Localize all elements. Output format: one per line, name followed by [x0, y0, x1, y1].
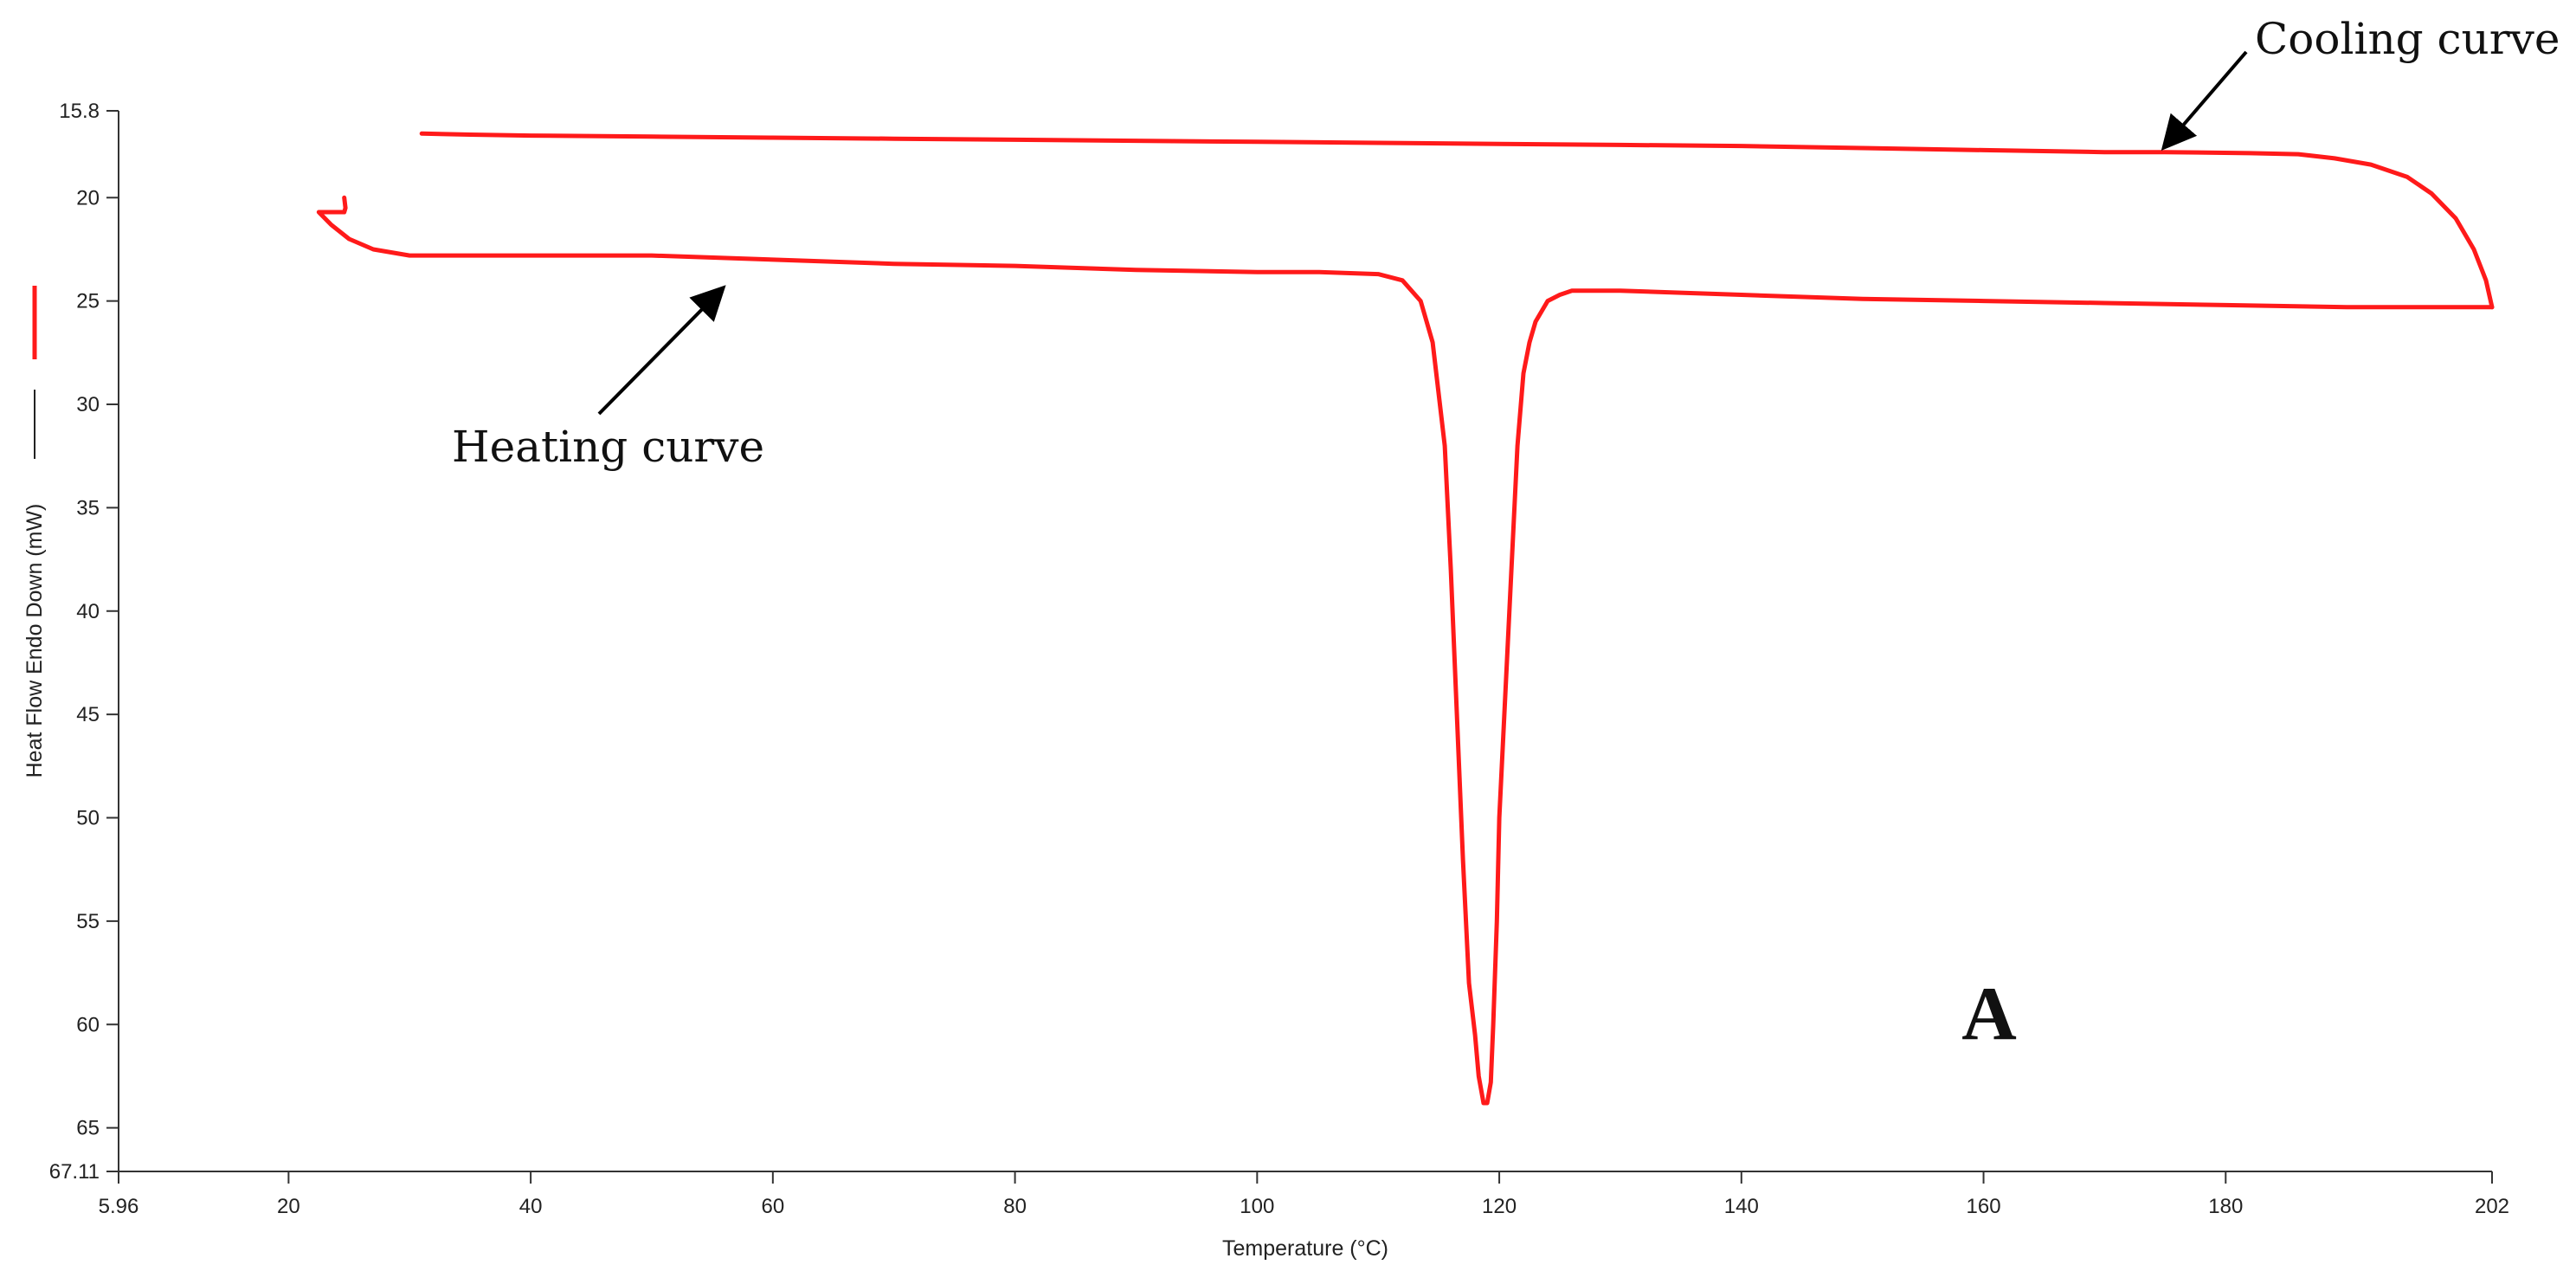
x-tick-label: 202: [2475, 1195, 2509, 1218]
y-tick-label: 35: [76, 496, 100, 519]
y-tick-label: 50: [76, 807, 100, 830]
x-tick-label: 20: [277, 1195, 300, 1218]
y-tick-group: 15.8 20 25 30 35 40 45 50 55 60 65 67.11: [49, 100, 119, 1184]
y-axis-title: Heat Flow Endo Down (mW): [23, 504, 47, 778]
x-tick-label: 5.96: [99, 1195, 139, 1218]
x-tick-label: 60: [762, 1195, 785, 1218]
annotation-cooling-curve: Cooling curve: [2255, 14, 2560, 64]
series-group: [316, 131, 2495, 1106]
y-tick-label: 65: [76, 1117, 100, 1140]
panel-label: A: [1961, 972, 2017, 1056]
y-tick-label: 40: [76, 600, 100, 623]
y-tick-label: 67.11: [49, 1160, 100, 1184]
x-axis-title: Temperature (°C): [1222, 1236, 1388, 1261]
y-tick-label: 45: [76, 703, 100, 726]
y-tick-label: 25: [76, 290, 100, 313]
annotation-heating-curve: Heating curve: [452, 422, 764, 472]
x-tick-label: 40: [519, 1195, 543, 1218]
x-tick-label: 140: [1724, 1195, 1759, 1218]
x-tick-label: 120: [1482, 1195, 1517, 1218]
x-tick-group: 5.96 20 40 60 80 100 120 140 160 180 202: [99, 1171, 2509, 1218]
x-tick-label: 100: [1240, 1195, 1274, 1218]
y-tick-label: 55: [76, 910, 100, 933]
y-tick-label: 15.8: [59, 100, 100, 123]
x-tick-label: 160: [1967, 1195, 2001, 1218]
x-tick-label: 180: [2208, 1195, 2243, 1218]
arrow-cooling-curve: [2161, 50, 2248, 152]
y-tick-label: 20: [76, 186, 100, 210]
x-tick-label: 80: [1003, 1195, 1027, 1218]
heating-curve-line: [316, 195, 2495, 1106]
arrow-heating-curve: [597, 285, 726, 416]
y-tick-label: 30: [76, 393, 100, 416]
y-tick-label: 60: [76, 1013, 100, 1036]
cooling-curve-line: [419, 131, 2495, 310]
